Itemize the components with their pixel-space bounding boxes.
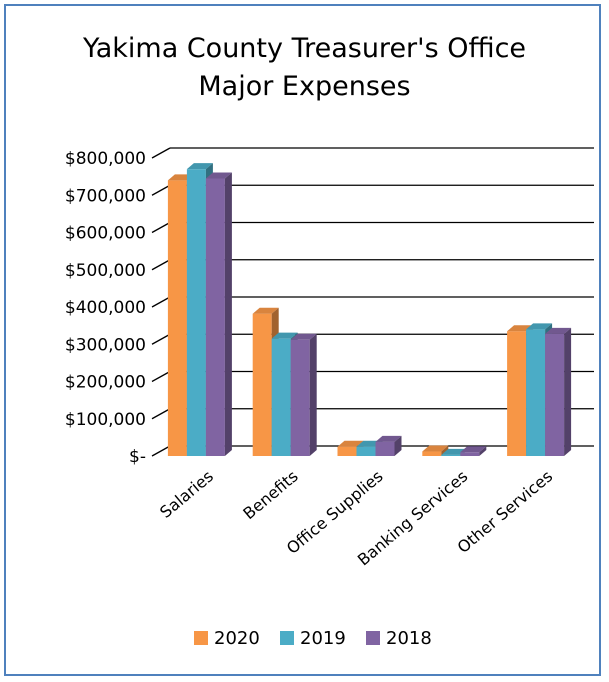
y-tick-label: $400,000: [65, 298, 146, 318]
category-label: Salaries: [156, 467, 217, 522]
legend-swatch: [194, 631, 208, 645]
bar: [507, 331, 527, 456]
bar-top: [271, 332, 298, 339]
legend-swatch: [366, 631, 380, 645]
gridline-slant: [151, 333, 171, 345]
y-tick-label: $-: [129, 447, 146, 467]
y-tick-label: $200,000: [65, 373, 146, 393]
y-tick-label: $300,000: [65, 335, 146, 355]
bar: [375, 441, 395, 456]
legend-label: 2019: [300, 628, 346, 649]
chart-title-line-2: Major Expenses: [198, 71, 411, 102]
gridline-slant: [151, 408, 171, 420]
bar-side: [309, 333, 317, 456]
bar: [186, 169, 206, 457]
y-tick-label: $100,000: [65, 410, 146, 430]
bar-top: [186, 163, 213, 170]
y-tick-label: $800,000: [65, 149, 146, 169]
legend-swatch: [280, 631, 294, 645]
bar: [441, 454, 461, 456]
bar-top: [545, 327, 572, 334]
bar-top: [375, 435, 402, 442]
bar-side: [564, 327, 572, 456]
bar-side: [224, 172, 232, 457]
bar: [290, 339, 310, 456]
bar: [252, 313, 272, 456]
bar: [271, 338, 291, 456]
y-tick-label: $600,000: [65, 224, 146, 244]
bar-top: [252, 307, 279, 314]
bar-top: [290, 333, 317, 340]
legend-label: 2018: [386, 628, 432, 649]
category-label: Benefits: [239, 467, 301, 524]
gridline-slant: [151, 147, 171, 159]
chart-title: Yakima County Treasurer's Office Major E…: [0, 30, 609, 106]
bar: [337, 446, 357, 456]
bar: [460, 452, 480, 456]
bar: [422, 451, 442, 456]
gridline-slant: [151, 221, 171, 234]
bar-top: [337, 440, 364, 447]
legend-label: 2020: [214, 628, 260, 649]
bar: [205, 178, 225, 457]
bar-side: [479, 446, 487, 456]
bar: [526, 329, 546, 456]
bar: [167, 180, 187, 456]
bar: [356, 446, 376, 456]
bar-top: [526, 323, 553, 330]
gridline-slant: [151, 259, 171, 271]
bar: [545, 333, 565, 456]
bar-side: [394, 435, 402, 456]
bar-top: [205, 172, 232, 179]
gridline-slant: [151, 370, 171, 383]
y-tick-label: $500,000: [65, 261, 146, 281]
bar-top: [460, 446, 487, 453]
gridline-slant: [151, 445, 171, 457]
chart-title-line-1: Yakima County Treasurer's Office: [82, 33, 527, 64]
bar-top: [422, 445, 449, 452]
gridline-slant: [151, 296, 171, 308]
y-tick-label: $700,000: [65, 186, 146, 206]
gridline-slant: [151, 184, 171, 196]
